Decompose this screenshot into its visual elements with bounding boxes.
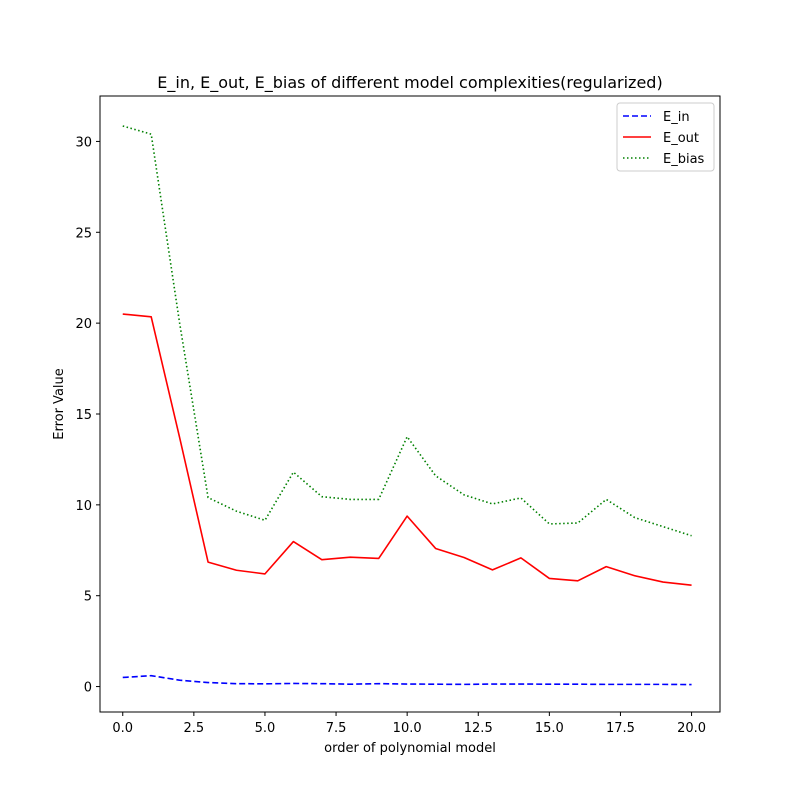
legend-box [616,102,715,172]
y-axis-label: Error Value [52,368,67,440]
y-tick-label: 25 [75,226,92,241]
x-tick-label: 12.5 [464,721,493,736]
x-tick-label: 0.0 [112,721,133,736]
plot-area [99,95,721,713]
x-axis: 0.0 2.5 5.0 7.5 10.0 12.5 15.0 17.5 20.0 [112,712,706,736]
x-tick-label: 17.5 [606,721,635,736]
y-axis: 0 5 10 15 20 25 30 [75,135,100,696]
y-tick-label: 5 [84,590,92,605]
legend: E_in E_out E_bias [616,102,715,172]
legend-label: E_out [663,131,699,146]
x-tick-label: 5.0 [255,721,276,736]
y-tick-label: 30 [75,135,92,150]
axes-frame [99,95,721,713]
chart-title: E_in, E_out, E_bias of different model c… [157,73,662,93]
x-tick-label: 15.0 [535,721,564,736]
legend-label: E_in [663,110,690,125]
y-tick-label: 0 [84,681,92,696]
x-tick-label: 7.5 [326,721,347,736]
x-axis-label: order of polynomial model [324,741,496,756]
x-tick-label: 20.0 [677,721,706,736]
x-tick-label: 2.5 [184,721,205,736]
y-tick-label: 15 [75,408,92,423]
x-tick-label: 10.0 [393,721,422,736]
series-line-e-out [122,313,692,586]
y-tick-label: 10 [75,499,92,514]
legend-label: E_bias [663,152,705,167]
series-line-e-in [122,674,692,686]
y-tick-label: 20 [75,317,92,332]
series-layer [122,125,692,686]
